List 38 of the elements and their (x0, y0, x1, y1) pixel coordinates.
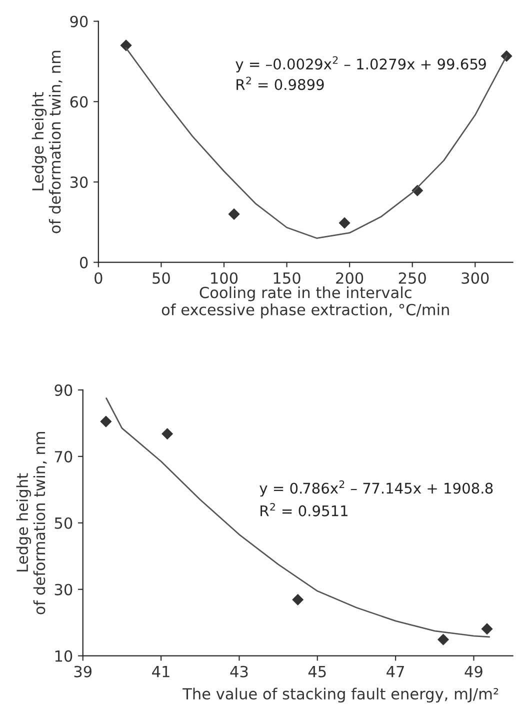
annotation: R$^{2}$ = 0.9511 (260, 502, 348, 516)
y-tick-label: 30 (54, 584, 72, 596)
point (292, 594, 304, 606)
annotation: y = 0.786x$^{2}$ – 77.145x + 1908.8 (260, 480, 493, 497)
x-tick-label: 45 (308, 666, 326, 678)
x-axis-title: The value of stacking fault energy, mJ/m² (182, 688, 498, 703)
x-tick-label: 39 (74, 666, 92, 678)
y-tick-label: 30 (70, 176, 88, 188)
x-tick-label: 41 (152, 666, 170, 678)
y-tick-label: 90 (70, 16, 88, 28)
x-tick-label: 0 (94, 272, 102, 284)
y-axis-title: Ledge height of deformation twin, nm (16, 432, 47, 614)
y-tick-label: 60 (70, 96, 88, 108)
annotation: R$^{2}$ = 0.9899 (236, 76, 324, 90)
point (438, 634, 449, 646)
point (100, 416, 112, 428)
x-tick-label: 100 (211, 272, 238, 284)
x-tick-label: 47 (386, 666, 404, 678)
y-axis-title: Ledge height of deformation twin, nm (32, 50, 62, 234)
y-tick-label: 50 (54, 517, 72, 529)
point (162, 428, 173, 440)
x-tick-label: 43 (230, 666, 248, 678)
x-axis-title: Cooling rate in the intervalc of excessive phase extraction, °C/min (162, 286, 449, 318)
x-tick-label: 49 (464, 666, 482, 678)
point (120, 40, 132, 52)
point (338, 217, 350, 229)
x-tick-label: 200 (336, 272, 364, 284)
point (228, 208, 240, 220)
x-tick-label: 300 (462, 272, 489, 284)
x-tick-label: 150 (274, 272, 300, 284)
annotation: y = –0.0029x$^{2}$ – 1.0279x + 99.659 (236, 56, 486, 72)
y-tick-label: 70 (54, 450, 72, 462)
y-tick-label: 90 (54, 384, 72, 396)
x-tick-label: 50 (152, 272, 170, 284)
y-tick-label: 10 (55, 650, 72, 662)
x-tick-label: 250 (398, 272, 426, 284)
y-tick-label: 0 (80, 256, 88, 268)
point (481, 623, 493, 635)
